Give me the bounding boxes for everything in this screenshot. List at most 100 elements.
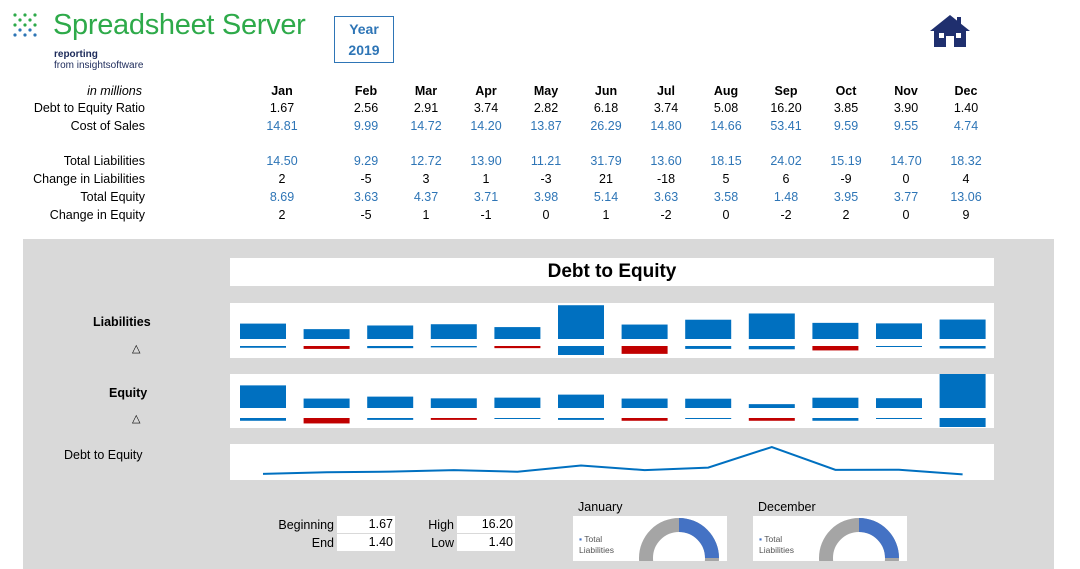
table-cell: 31.79 [590,154,622,168]
equity-change-bar [939,418,986,427]
equity-bar [494,397,541,408]
equity-change-delta-icon: △ [132,413,141,425]
table-cell: 18.15 [710,154,742,168]
home-icon[interactable] [929,14,971,48]
equity-change-bar [303,418,350,424]
table-cell: 2.91 [413,101,439,115]
legend-bullet-icon: ▪ [579,534,585,544]
liabilities-bar [494,327,541,339]
liabilities-bar [558,305,604,339]
table-cell: 9.55 [893,119,919,133]
brand-title: Spreadsheet Server [53,9,306,41]
insightsoftware-logo-icon [13,13,37,37]
row-label: Total Equity [80,190,145,204]
row-label: Change in Equity [49,208,145,222]
equity-bar [939,374,986,408]
equity-change-bar [558,418,604,420]
table-cell: 3.85 [833,101,859,115]
table-cell: 14.70 [890,154,922,168]
beginning-value: 1.67 [337,516,395,533]
table-cell: 1.48 [773,190,799,204]
table-cell: 3.77 [893,190,919,204]
equity-change-bar [367,418,414,420]
high-label: High [428,518,454,532]
month-header: Jul [656,84,676,98]
equity-change-bar [621,418,668,421]
table-cell: 14.72 [410,119,442,133]
row-label: Cost of Sales [70,119,145,133]
year-selector[interactable]: Year 2019 [334,16,394,63]
equity-bar [621,398,668,408]
donut-january: ▪ Total Liabilities [573,516,727,561]
liabilities-change-bar [621,346,668,354]
equity-change-bar [748,418,795,421]
table-cell: 13.87 [530,119,562,133]
table-cell: 0 [722,208,730,222]
equity-chart [230,374,994,428]
low-value: 1.40 [457,534,515,551]
row-label: Total Liabilities [63,154,145,168]
table-cell: 24.02 [770,154,802,168]
equity-bar [876,398,922,408]
liabilities-change-bar [812,346,859,351]
end-value: 1.40 [337,534,395,551]
equity-bar [748,404,795,408]
liabilities-change-bar [748,346,795,350]
liabilities-bar [303,329,350,339]
equity-change-bar [812,418,859,421]
equity-label: Equity [109,386,148,400]
equity-change-bar [240,418,286,421]
table-cell: 0 [542,208,550,222]
liabilities-change-bar [430,346,477,348]
equity-bar [367,396,414,408]
table-cell: 3.74 [653,101,679,115]
table-cell: -5 [360,208,372,222]
table-cell: 4.74 [953,119,979,133]
legend-bullet-icon: ▪ [759,534,765,544]
table-cell: 3.58 [713,190,739,204]
table-cell: 16.20 [770,101,802,115]
equity-bar [240,385,286,408]
table-cell: 2.56 [353,101,379,115]
year-label: Year [349,21,379,37]
table-cell: 5.08 [713,101,739,115]
month-header: Sep [774,84,798,98]
table-cell: 14.81 [266,119,298,133]
table-cell: 13.06 [950,190,982,204]
equity-change-bar [494,418,541,419]
donut-december-title: December [758,500,816,514]
liabilities-label: Liabilities [93,315,151,329]
donut-december-ring [819,518,899,561]
liabilities-bar [430,324,477,339]
month-header: Jan [271,84,293,98]
equity-bar [430,398,477,408]
beginning-label: Beginning [278,518,334,532]
table-cell: 6.18 [593,101,619,115]
units-label: in millions [87,84,142,98]
month-header: Nov [894,84,918,98]
table-cell: 9.29 [353,154,379,168]
debt-to-equity-chart [230,444,994,480]
donut-december-legend: ▪ Total Liabilities [759,534,794,555]
table-cell: 14.50 [266,154,298,168]
debt-to-equity-label: Debt to Equity [64,448,143,462]
table-cell: 2.82 [533,101,559,115]
dashboard-title: Debt to Equity [230,258,994,286]
table-cell: -5 [360,172,372,186]
month-header: Feb [354,84,378,98]
liabilities-chart [230,303,994,358]
liabilities-change-bar [367,346,414,349]
year-value: 2019 [348,42,380,58]
table-cell: 3.98 [533,190,559,204]
liabilities-bar [685,319,732,339]
liabilities-change-bar [303,346,350,349]
table-cell: -2 [660,208,672,222]
month-header: Jun [594,84,618,98]
table-cell: -18 [656,172,676,186]
table-cell: -3 [540,172,552,186]
table-cell: 6 [782,172,790,186]
table-cell: 1.67 [269,101,295,115]
brand-tagline: reporting [54,49,98,60]
liabilities-change-bar [494,346,541,349]
month-header: Oct [835,84,857,98]
